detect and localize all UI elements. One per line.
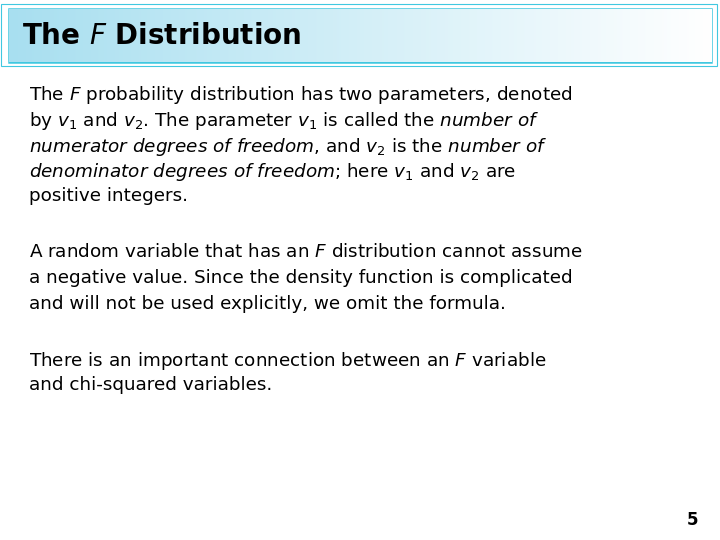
Text: The $\mathit{F}$ probability distribution has two parameters, denoted: The $\mathit{F}$ probability distributio… xyxy=(29,84,572,106)
Text: 5: 5 xyxy=(687,511,698,529)
Text: and chi-squared variables.: and chi-squared variables. xyxy=(29,376,272,394)
Text: $\mathit{numerator\ degrees\ of\ freedom}$, and $\mathit{v}_2$ is the $\mathit{n: $\mathit{numerator\ degrees\ of\ freedom… xyxy=(29,136,547,158)
Text: a negative value. Since the density function is complicated: a negative value. Since the density func… xyxy=(29,269,572,287)
Text: and will not be used explicitly, we omit the formula.: and will not be used explicitly, we omit… xyxy=(29,295,505,313)
Text: by $\mathit{v}_1$ and $\mathit{v}_2$. The parameter $\mathit{v}_1$ is called the: by $\mathit{v}_1$ and $\mathit{v}_2$. Th… xyxy=(29,110,539,132)
Text: There is an important connection between an $\mathit{F}$ variable: There is an important connection between… xyxy=(29,350,546,373)
Text: A random variable that has an $\mathit{F}$ distribution cannot assume: A random variable that has an $\mathit{F… xyxy=(29,243,582,261)
Text: positive integers.: positive integers. xyxy=(29,187,188,205)
Text: The $\mathit{F}$ Distribution: The $\mathit{F}$ Distribution xyxy=(22,22,301,50)
Text: $\mathit{denominator\ degrees\ of\ freedom}$; here $\mathit{v}_1$ and $\mathit{v: $\mathit{denominator\ degrees\ of\ freed… xyxy=(29,161,516,184)
